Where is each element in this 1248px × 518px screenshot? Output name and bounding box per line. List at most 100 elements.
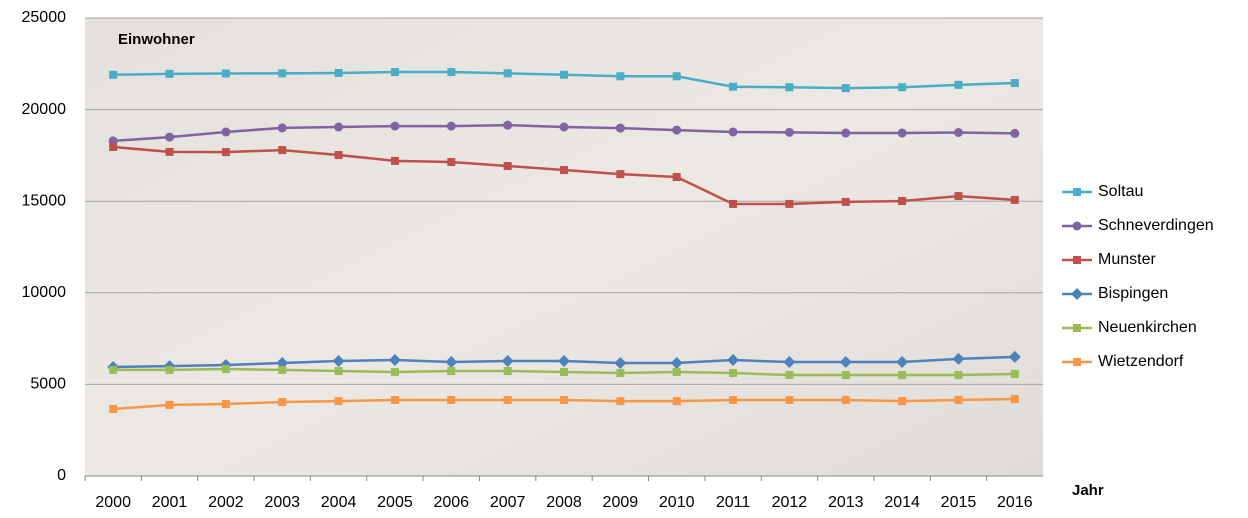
data-point: [898, 83, 907, 92]
data-point: [1010, 369, 1019, 378]
data-point: [445, 356, 458, 369]
data-point: [447, 68, 456, 77]
x-tick-label: 2011: [716, 494, 751, 511]
x-tick-label: 2001: [152, 494, 188, 511]
data-point: [503, 69, 512, 78]
data-point: [784, 127, 794, 137]
data-point: [898, 397, 907, 406]
legend-marker: [1072, 221, 1082, 231]
data-point: [390, 367, 399, 376]
data-point: [952, 352, 965, 365]
data-point: [447, 157, 456, 166]
data-point: [109, 365, 118, 374]
data-point: [898, 197, 907, 206]
data-point: [503, 120, 513, 130]
data-point: [388, 354, 401, 367]
data-point: [165, 69, 174, 78]
data-point: [165, 365, 174, 374]
data-point: [841, 371, 850, 380]
data-point: [897, 128, 907, 138]
data-point: [614, 356, 627, 369]
data-point: [390, 395, 399, 404]
data-point: [1010, 128, 1020, 138]
data-point: [278, 69, 287, 78]
data-point: [447, 367, 456, 376]
data-point: [728, 127, 738, 137]
data-point: [953, 128, 963, 137]
x-tick-label: 2009: [603, 494, 639, 511]
data-point: [839, 356, 852, 369]
annotation: Einwohner: [118, 31, 195, 48]
data-point: [165, 400, 174, 409]
data-point: [446, 121, 456, 131]
data-point: [841, 395, 850, 404]
data-point: [390, 68, 399, 77]
data-point: [501, 354, 514, 367]
data-point: [785, 199, 794, 208]
y-tick-label: 0: [57, 467, 66, 484]
legend-label: Wietzendorf: [1098, 353, 1184, 370]
x-tick-label: 2008: [546, 494, 582, 511]
data-point: [503, 395, 512, 404]
y-tick-label: 5000: [30, 376, 66, 393]
data-point: [672, 173, 681, 182]
data-point: [672, 72, 681, 81]
legend-marker: [1073, 324, 1081, 332]
x-tick-label: 2005: [377, 494, 413, 511]
data-point: [616, 170, 625, 179]
data-point: [221, 69, 230, 78]
data-point: [165, 132, 175, 142]
legend-label: Schneverdingen: [1098, 217, 1214, 234]
data-point: [1010, 79, 1019, 88]
data-point: [560, 166, 568, 175]
legend-marker: [1073, 256, 1081, 264]
data-point: [109, 70, 118, 79]
data-point: [221, 148, 230, 157]
data-point: [332, 354, 345, 367]
data-point: [109, 142, 118, 151]
data-point: [334, 68, 343, 77]
data-point: [841, 197, 850, 206]
x-tick-label: 2016: [997, 494, 1033, 511]
data-point: [221, 400, 230, 409]
data-point: [783, 356, 796, 369]
x-tick-label: 2010: [659, 494, 695, 511]
data-point: [785, 395, 794, 404]
legend-marker: [1073, 188, 1081, 196]
data-point: [277, 123, 287, 133]
data-point: [560, 395, 568, 404]
y-tick-label: 20000: [22, 101, 67, 118]
data-point: [672, 367, 681, 376]
data-point: [670, 356, 683, 369]
legend-marker: [1073, 358, 1081, 366]
data-point: [616, 369, 625, 378]
x-axis-label: Jahr: [1072, 482, 1104, 499]
data-point: [954, 80, 963, 89]
data-point: [165, 147, 174, 156]
data-point: [334, 122, 344, 132]
data-point: [559, 122, 569, 132]
legend-label: Munster: [1098, 251, 1156, 268]
y-tick-label: 25000: [22, 9, 67, 26]
data-point: [390, 156, 399, 165]
data-point: [841, 84, 850, 93]
data-point: [615, 123, 625, 133]
x-tick-label: 2007: [490, 494, 526, 511]
data-point: [447, 395, 456, 404]
y-tick-label: 15000: [22, 192, 67, 209]
x-tick-label: 2015: [941, 494, 977, 511]
x-tick-label: 2004: [321, 494, 357, 511]
data-point: [672, 125, 682, 135]
data-point: [503, 367, 512, 376]
data-point: [729, 199, 738, 208]
data-point: [334, 397, 343, 406]
data-point: [334, 367, 343, 376]
x-tick-label: 2013: [828, 494, 864, 511]
x-tick-label: 2006: [433, 494, 469, 511]
legend-label: Neuenkirchen: [1098, 319, 1197, 336]
data-point: [109, 404, 118, 413]
legend-label: Bispingen: [1098, 285, 1168, 302]
data-point: [616, 397, 625, 406]
x-tick-label: 2003: [264, 494, 300, 511]
